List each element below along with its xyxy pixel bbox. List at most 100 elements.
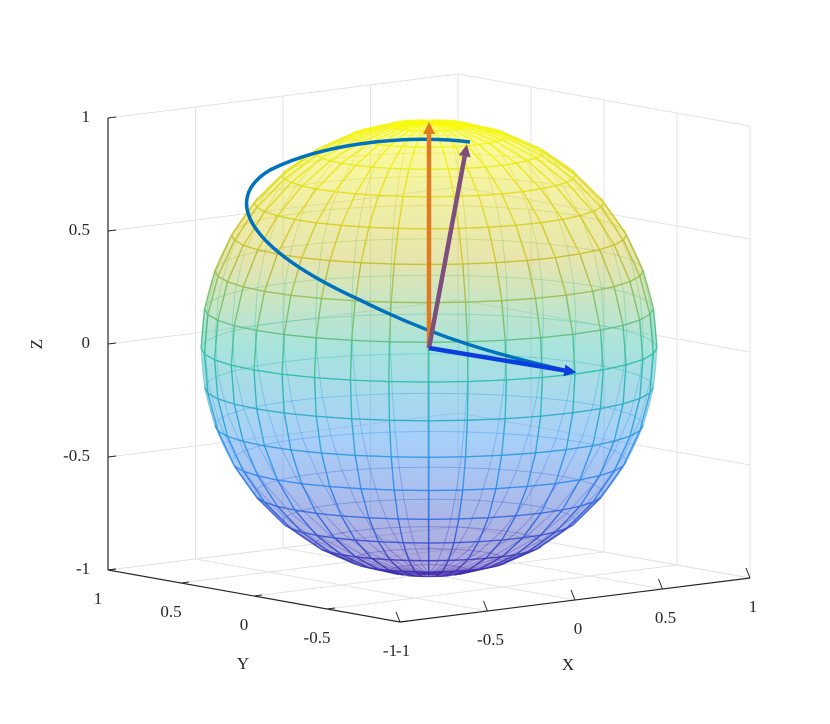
mesh-line xyxy=(600,455,624,489)
mesh-line xyxy=(217,419,236,457)
mesh-line xyxy=(593,404,615,410)
mesh-line xyxy=(361,433,371,469)
mesh-line xyxy=(284,412,317,418)
mesh-line xyxy=(361,552,370,556)
mesh-line xyxy=(522,534,542,539)
mesh-line xyxy=(579,445,594,481)
mesh-line xyxy=(341,155,357,181)
mesh-line xyxy=(294,188,318,220)
mesh-line xyxy=(496,432,529,436)
mesh-line xyxy=(277,479,302,485)
mesh-line xyxy=(321,297,356,302)
mesh-line xyxy=(501,548,537,565)
mesh-line xyxy=(541,318,545,359)
z-tick xyxy=(107,342,117,345)
mesh-line xyxy=(515,225,528,261)
mesh-line xyxy=(496,206,529,210)
mesh-line xyxy=(317,179,343,184)
mesh-line xyxy=(579,474,600,481)
mesh-line xyxy=(256,178,286,208)
mesh-line xyxy=(257,215,279,251)
mesh-line xyxy=(649,302,655,342)
mesh-line xyxy=(527,143,557,165)
mesh-line xyxy=(316,473,336,505)
mesh-line xyxy=(256,408,285,414)
mesh-line xyxy=(276,219,296,255)
mesh-line xyxy=(622,430,641,467)
mesh-line xyxy=(566,513,574,518)
mesh-line xyxy=(554,449,567,484)
mesh-line xyxy=(468,314,470,355)
mesh-line xyxy=(505,136,542,156)
mesh-line xyxy=(264,484,292,515)
mesh-line xyxy=(639,297,644,337)
mesh-line xyxy=(291,400,304,439)
mesh-line xyxy=(478,144,503,166)
mesh-line xyxy=(371,166,390,170)
mesh-line xyxy=(217,259,229,298)
mesh-line xyxy=(478,517,489,542)
mesh-line xyxy=(629,275,641,283)
mesh-line xyxy=(256,170,286,199)
mesh-line xyxy=(459,176,490,179)
mesh-line xyxy=(523,503,542,508)
mesh-line xyxy=(623,229,641,266)
mesh-line xyxy=(361,178,371,208)
mesh-line xyxy=(599,408,616,447)
mesh-line xyxy=(541,279,574,284)
mesh-line xyxy=(566,445,593,451)
mesh-line xyxy=(242,249,259,288)
mesh-line xyxy=(392,238,430,240)
mesh-line xyxy=(263,253,279,292)
mesh-line xyxy=(572,178,602,208)
mesh-line xyxy=(428,571,468,575)
mesh-line xyxy=(561,479,581,511)
mesh-line xyxy=(291,212,304,247)
mesh-line xyxy=(389,145,403,148)
mesh-line xyxy=(350,418,356,456)
mesh-line xyxy=(352,557,391,571)
x-tick-label: -0.5 xyxy=(477,630,504,649)
mesh-line xyxy=(454,540,479,544)
mesh-line xyxy=(217,281,229,321)
mesh-line xyxy=(277,505,303,533)
mesh-line xyxy=(566,290,593,296)
mesh-line xyxy=(540,516,574,542)
mesh-line xyxy=(454,550,480,567)
mesh-line xyxy=(355,556,372,560)
mesh-line xyxy=(354,539,373,559)
mesh-line xyxy=(502,240,537,244)
mesh-line xyxy=(463,567,467,569)
mesh-line xyxy=(227,281,244,288)
mesh-line xyxy=(351,339,390,343)
mesh-line xyxy=(371,145,391,168)
mesh-line xyxy=(392,392,430,395)
mesh-line xyxy=(355,395,363,434)
mesh-line xyxy=(485,539,503,559)
vector xyxy=(428,345,565,373)
mesh-line xyxy=(526,260,537,299)
mesh-line xyxy=(389,569,430,575)
mesh-line xyxy=(277,441,297,477)
mesh-line xyxy=(281,334,285,375)
mesh-line xyxy=(253,202,258,208)
mesh-line xyxy=(465,300,502,303)
mesh-line xyxy=(356,500,380,503)
mesh-line xyxy=(652,308,658,348)
mesh-line xyxy=(341,515,369,519)
mesh-line xyxy=(579,215,601,250)
mesh-line xyxy=(485,556,503,560)
mesh-line xyxy=(217,430,228,437)
mesh-line xyxy=(540,222,557,258)
mesh-line xyxy=(592,483,602,490)
mesh-line xyxy=(415,548,423,565)
mesh-line xyxy=(639,296,651,304)
mesh-line xyxy=(428,567,464,575)
mesh-line xyxy=(379,499,404,502)
vector-head xyxy=(458,144,471,158)
mesh-line xyxy=(391,567,395,570)
mesh-line xyxy=(301,483,318,514)
mesh-line xyxy=(459,567,489,576)
mesh-line xyxy=(505,277,509,316)
mesh-line xyxy=(213,320,219,360)
